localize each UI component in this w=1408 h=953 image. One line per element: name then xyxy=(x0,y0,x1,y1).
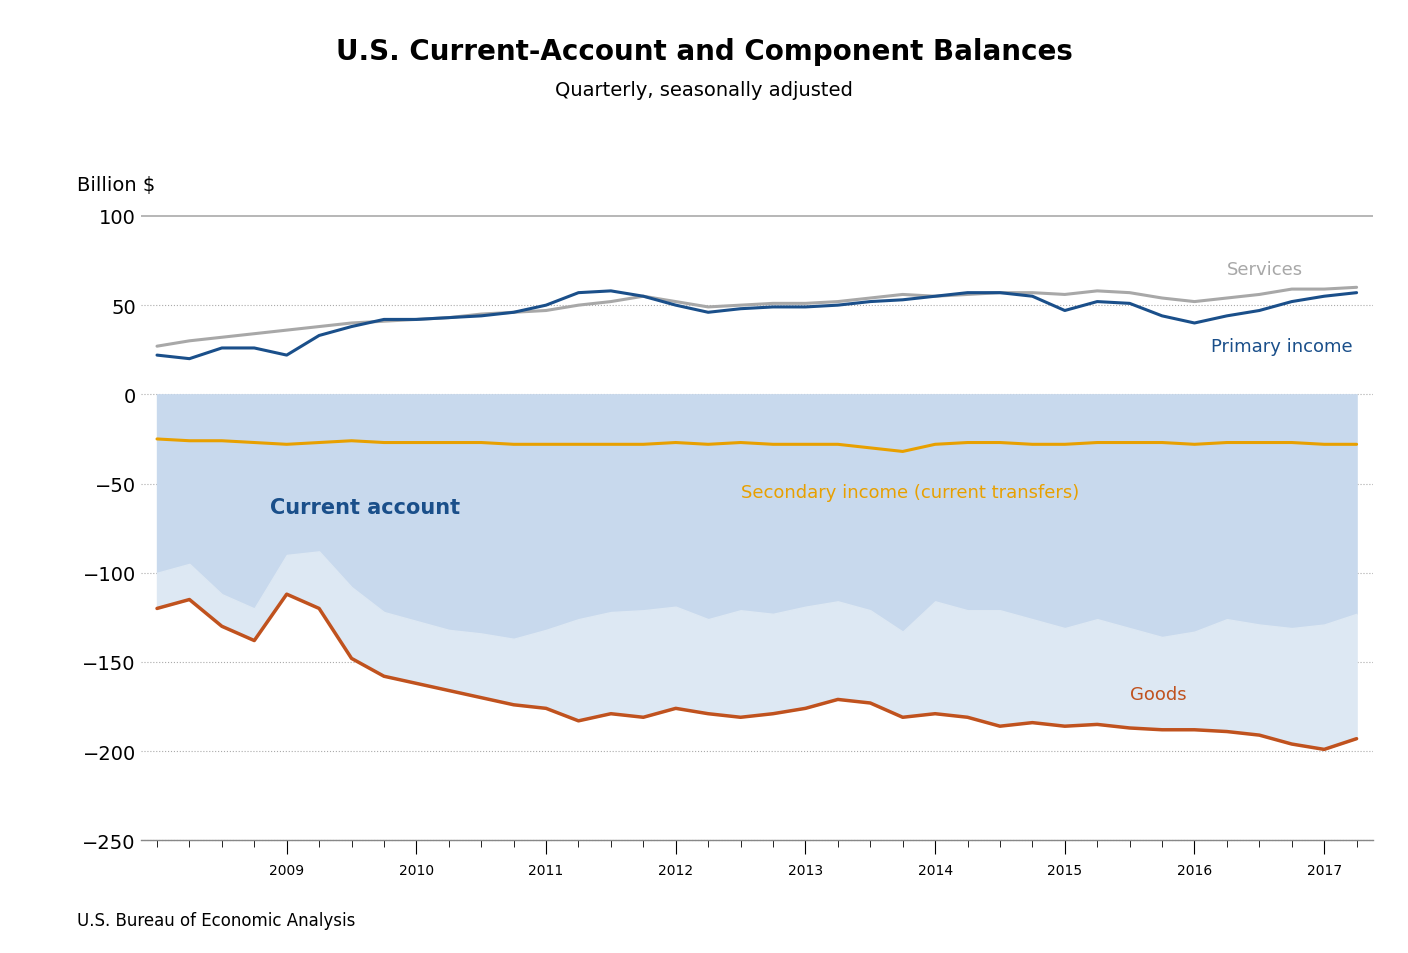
Text: Secondary income (current transfers): Secondary income (current transfers) xyxy=(741,484,1079,502)
Text: Goods: Goods xyxy=(1129,685,1187,703)
Text: Primary income: Primary income xyxy=(1211,338,1352,355)
Text: U.S. Current-Account and Component Balances: U.S. Current-Account and Component Balan… xyxy=(335,38,1073,66)
Text: Services: Services xyxy=(1226,261,1302,279)
Text: U.S. Bureau of Economic Analysis: U.S. Bureau of Economic Analysis xyxy=(77,911,356,929)
Text: Current account: Current account xyxy=(270,497,460,517)
Text: Billion $: Billion $ xyxy=(77,176,156,195)
Text: Quarterly, seasonally adjusted: Quarterly, seasonally adjusted xyxy=(555,81,853,100)
